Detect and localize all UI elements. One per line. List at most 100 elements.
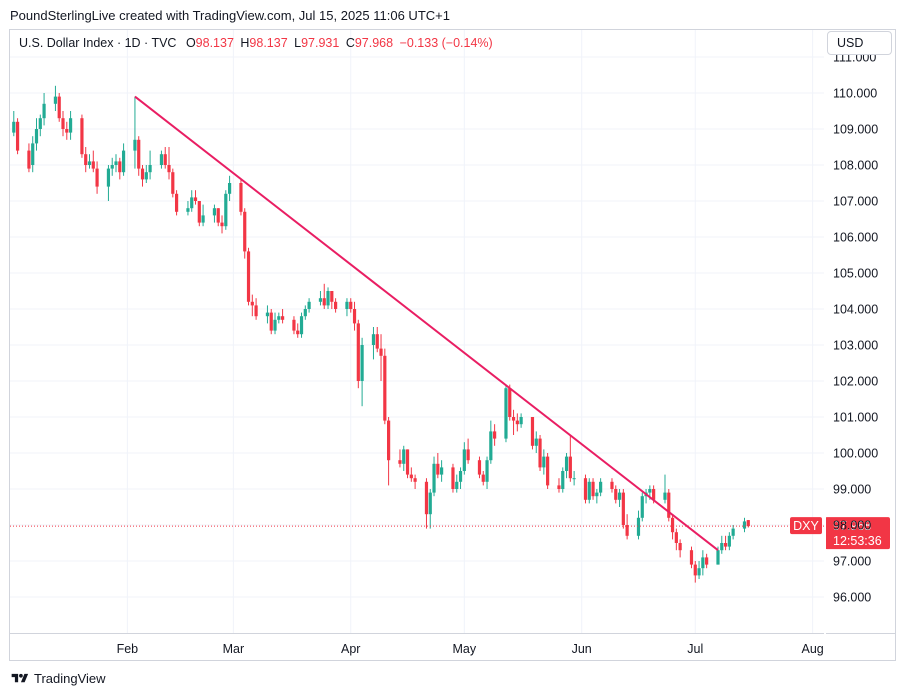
candle-body	[349, 301, 353, 309]
candle-body	[519, 417, 523, 425]
candle	[519, 413, 523, 428]
candle	[280, 309, 285, 324]
candle-body	[731, 528, 735, 536]
candle	[137, 136, 141, 176]
candle	[572, 471, 576, 486]
candle-body	[489, 431, 493, 461]
candle-body	[493, 431, 497, 439]
candle-body	[246, 251, 251, 302]
candle-body	[697, 568, 701, 576]
candle	[243, 208, 247, 259]
candle-body	[568, 456, 572, 479]
candle-body	[80, 118, 84, 155]
candle	[674, 528, 678, 551]
candle	[330, 291, 334, 309]
candle	[462, 442, 466, 475]
candle-body	[57, 96, 61, 119]
candle	[303, 305, 307, 320]
candle	[610, 478, 614, 493]
candle-body	[133, 139, 137, 151]
candle	[318, 291, 323, 306]
candle-body	[334, 301, 338, 309]
candle	[542, 449, 546, 475]
candle-body	[538, 438, 542, 468]
candle	[91, 150, 95, 173]
candle	[106, 165, 111, 201]
candle-body	[387, 420, 391, 461]
candle-body	[159, 154, 164, 165]
y-tick-label: 99.000	[833, 483, 871, 497]
candle	[701, 550, 705, 576]
symbol-name: U.S. Dollar Index · 1D · TVC	[19, 36, 177, 50]
candle-body	[224, 193, 228, 227]
candle-body	[167, 165, 171, 173]
candle-body	[667, 492, 671, 518]
candle	[15, 118, 20, 155]
candle	[614, 485, 618, 504]
candle	[224, 190, 228, 230]
candle	[546, 453, 550, 489]
candle-body	[193, 197, 198, 201]
x-tick-label: Jun	[572, 642, 592, 656]
symbol-tag-bg	[790, 517, 822, 535]
candle	[409, 467, 413, 482]
candle-body	[462, 449, 466, 471]
candle-body	[27, 150, 31, 169]
candle-body	[118, 161, 122, 173]
trendline	[134, 95, 719, 551]
candle-body	[186, 208, 190, 212]
tradingview-footer[interactable]: TradingView	[10, 671, 106, 686]
candle	[114, 154, 118, 173]
y-tick-label: 106.000	[833, 231, 878, 245]
candle	[34, 118, 39, 151]
y-tick-label: 108.000	[833, 159, 878, 173]
candle	[481, 471, 485, 486]
y-tick-label: 110.000	[833, 87, 877, 101]
candle	[193, 190, 198, 205]
candle	[53, 85, 58, 111]
candle	[455, 474, 459, 493]
candle	[38, 114, 42, 137]
candle-body	[53, 96, 58, 104]
countdown-label: 12:53:36	[833, 534, 882, 548]
candle-body	[375, 334, 379, 349]
candle	[80, 114, 84, 158]
candle-body	[42, 103, 46, 119]
candle	[118, 157, 122, 180]
candle-body	[485, 460, 489, 482]
x-tick-label: Mar	[223, 642, 245, 656]
x-tick-label: Feb	[117, 642, 139, 656]
candle-body	[557, 485, 561, 489]
candle-body	[451, 467, 455, 489]
currency-selector[interactable]: USD	[827, 31, 892, 55]
candle-body	[542, 456, 546, 468]
candle	[625, 514, 629, 540]
candle-body	[197, 201, 201, 223]
candle-body	[458, 471, 463, 482]
candle	[61, 111, 65, 137]
candle	[599, 478, 603, 497]
candle	[568, 435, 572, 482]
candle	[508, 384, 512, 421]
candle-body	[68, 118, 73, 133]
candle-body	[87, 161, 92, 165]
y-tick-label: 103.000	[833, 339, 878, 353]
candle-body	[91, 161, 95, 169]
candle-body	[250, 301, 254, 306]
candle	[583, 474, 588, 504]
y-tick-label: 105.000	[833, 267, 878, 281]
tradingview-brand: TradingView	[34, 671, 106, 686]
candle-body	[402, 449, 406, 464]
candle	[250, 294, 254, 317]
candle-body	[95, 168, 99, 187]
candle-body	[424, 481, 429, 515]
candle	[640, 492, 644, 522]
candle-body	[265, 312, 270, 317]
candle-body	[383, 355, 387, 421]
candle-body	[243, 211, 247, 252]
candle	[163, 147, 167, 169]
candle-body	[398, 460, 402, 464]
candle	[326, 287, 330, 309]
